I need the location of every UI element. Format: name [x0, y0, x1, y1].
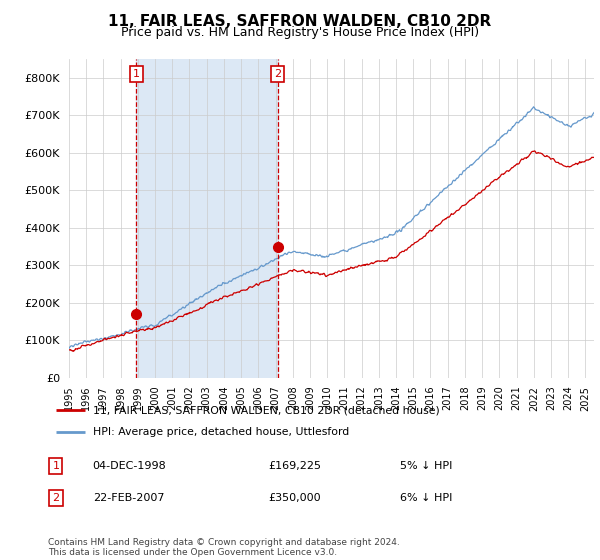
Bar — [136, 59, 278, 378]
Text: £169,225: £169,225 — [269, 461, 322, 471]
Text: HPI: Average price, detached house, Uttlesford: HPI: Average price, detached house, Uttl… — [92, 427, 349, 437]
Text: 1: 1 — [52, 461, 59, 471]
Text: Price paid vs. HM Land Registry's House Price Index (HPI): Price paid vs. HM Land Registry's House … — [121, 26, 479, 39]
Text: £350,000: £350,000 — [269, 493, 321, 503]
Text: 11, FAIR LEAS, SAFFRON WALDEN, CB10 2DR (detached house): 11, FAIR LEAS, SAFFRON WALDEN, CB10 2DR … — [92, 405, 439, 416]
Text: Contains HM Land Registry data © Crown copyright and database right 2024.
This d: Contains HM Land Registry data © Crown c… — [48, 538, 400, 557]
Text: 5% ↓ HPI: 5% ↓ HPI — [400, 461, 452, 471]
Text: 11, FAIR LEAS, SAFFRON WALDEN, CB10 2DR: 11, FAIR LEAS, SAFFRON WALDEN, CB10 2DR — [109, 14, 491, 29]
Text: 1: 1 — [133, 69, 140, 79]
Text: 04-DEC-1998: 04-DEC-1998 — [92, 461, 166, 471]
Text: 2: 2 — [52, 493, 59, 503]
Text: 2: 2 — [274, 69, 281, 79]
Text: 22-FEB-2007: 22-FEB-2007 — [92, 493, 164, 503]
Text: 6% ↓ HPI: 6% ↓ HPI — [400, 493, 452, 503]
